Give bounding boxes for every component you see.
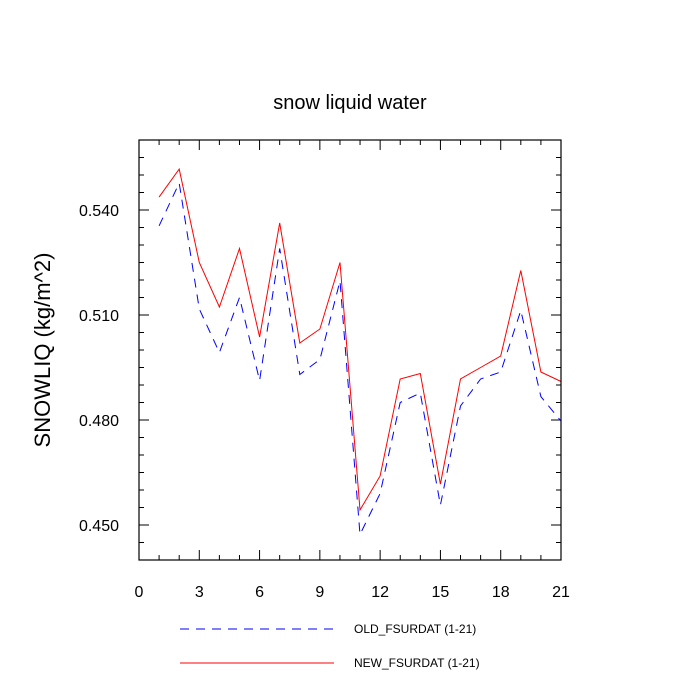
- x-tick-label: 18: [492, 584, 510, 601]
- legend-label: NEW_FSURDAT (1-21): [354, 656, 480, 670]
- x-tick-label: 9: [315, 584, 324, 601]
- x-tick-label: 12: [371, 584, 389, 601]
- series-line-1: [158, 167, 562, 512]
- legend-label: OLD_FSURDAT (1-21): [354, 622, 476, 636]
- x-tick-label: 3: [195, 584, 204, 601]
- y-axis-title: SNOWLIQ (kg/m^2): [30, 253, 55, 448]
- legend: OLD_FSURDAT (1-21) NEW_FSURDAT (1-21): [180, 622, 480, 670]
- y-tick-label: 0.450: [79, 518, 119, 535]
- series-line-0: [158, 181, 562, 537]
- axis-ticks: 0 3 6 9 12 15 18 21 0.450 0.480 0.510 0.540: [79, 139, 570, 601]
- plot-frame: [138, 139, 562, 561]
- plot-series: [158, 167, 562, 537]
- y-tick-label: 0.480: [79, 413, 119, 430]
- x-tick-label: 0: [135, 584, 144, 601]
- x-tick-label: 15: [432, 584, 450, 601]
- x-tick-label: 21: [552, 584, 570, 601]
- chart-title: snow liquid water: [273, 92, 427, 114]
- y-tick-label: 0.540: [79, 203, 119, 220]
- x-tick-label: 6: [255, 584, 264, 601]
- y-tick-label: 0.510: [79, 308, 119, 325]
